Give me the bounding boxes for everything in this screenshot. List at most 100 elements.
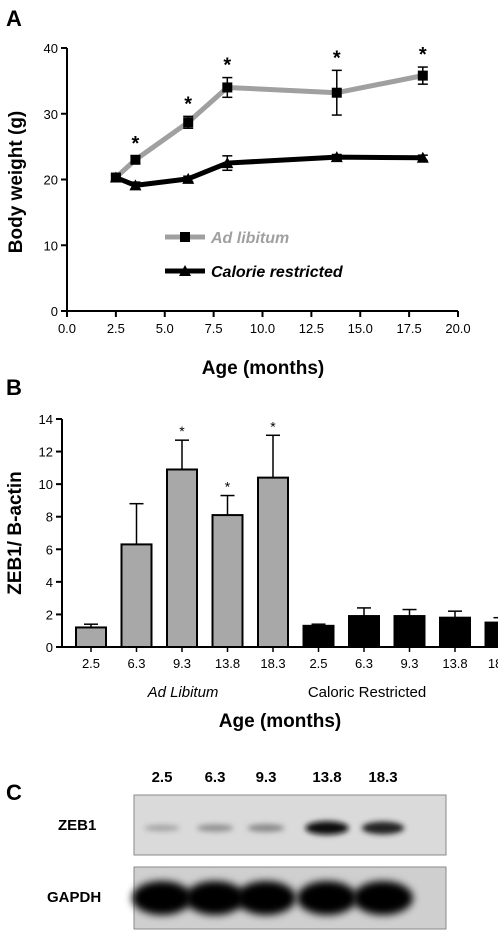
panel-b-bars-layer: * * * [75,418,498,649]
bar-ad-libitum [75,626,107,649]
blot-band-zeb1 [247,824,285,832]
blot-band-gapdh [353,881,413,915]
panel-b-x-tick-label: 13.8 [442,656,467,671]
data-point-calorie-restricted [221,157,234,169]
panel-b-x-tick-label: 2.5 [82,656,100,671]
panel-b-letter: B [6,375,22,400]
panel-b-x-tick-label: 18.3 [488,656,498,671]
data-point-ad-libitum [130,154,141,165]
panel-a-y-tick-label: 40 [44,41,58,56]
blot-band-zeb1 [361,821,405,835]
bar-caloric-restricted [348,615,380,648]
bar-caloric-restricted [484,621,498,648]
bar-ad-libitum [257,476,289,648]
panel-a-letter: A [6,6,22,31]
significance-marker: * [223,55,231,77]
legend-marker-ad-libitum [180,232,190,242]
panel-b-x-axis-title: Age (months) [219,711,341,732]
legend-label-ad-libitum: Ad libitum [210,230,289,247]
significance-marker: * [179,423,185,439]
panel-a-series-layer: * * * * * [109,44,429,191]
blot-lane-label: 18.3 [368,769,397,786]
data-point-ad-libitum [331,87,342,98]
panel-b-bar-chart: B ZEB1/ B-actin 0 2 4 6 8 10 12 14 2.5 6.3 9.3 13.8… [5,375,498,732]
panel-a-x-tick-label: 5.0 [156,321,174,336]
blot-band-gapdh [297,881,357,915]
bar-caloric-restricted [393,615,426,648]
panel-b-y-tick-label: 2 [46,607,53,622]
panel-a-x-axis-title: Age (months) [202,358,324,379]
panel-b-y-tick-label: 14 [39,412,53,427]
panel-b-x-tick-label: 9.3 [173,656,191,671]
panel-a-y-tick-label: 30 [44,107,58,122]
panel-a-y-axis-title: Body weight (g) [6,111,27,253]
blot-lane-label: 9.3 [256,769,277,786]
significance-marker: * [132,133,140,155]
blot-band-zeb1 [144,824,180,832]
panel-b-x-tick-label: 2.5 [309,656,327,671]
panel-b-x-tick-label: 6.3 [355,656,373,671]
blot-band-gapdh [236,881,296,915]
data-point-calorie-restricted [182,172,195,184]
data-point-ad-libitum [183,117,194,128]
bar-caloric-restricted [439,616,471,649]
legend-label-calorie-restricted: Calorie restricted [211,264,344,281]
panel-b-y-axis-title: ZEB1/ B-actin [5,471,26,595]
panel-b-x-tick-label: 9.3 [400,656,418,671]
bar-caloric-restricted [302,624,335,648]
blot-lane-labels: 2.5 6.3 9.3 13.8 18.3 [152,769,398,786]
panel-a-y-tick-label: 20 [44,173,58,188]
panel-a-y-tick-label: 0 [51,304,58,319]
data-point-calorie-restricted [129,179,142,191]
group-label-caloric-restricted: Caloric Restricted [308,684,426,701]
panel-b-x-tick-label: 18.3 [260,656,285,671]
data-point-ad-libitum [222,82,233,93]
panel-a-x-tick-label: 2.5 [107,321,125,336]
data-point-calorie-restricted [416,151,429,163]
panel-a-x-tick-label: 12.5 [299,321,324,336]
blot-lane-label: 2.5 [152,769,173,786]
blot-band-zeb1 [305,821,349,835]
panel-a-line-chart: A Body weight (g) Age (months) 0 10 20 30 40… [6,6,471,379]
panel-b-y-tick-label: 4 [46,575,53,590]
bar-ad-libitum [166,468,198,648]
panel-a-x-tick-label: 15.0 [348,321,373,336]
blot-band-zeb1 [196,824,234,832]
panel-c-western-blot: C 2.5 6.3 9.3 13.8 18.3 ZEB1 GAPDH [6,769,447,930]
legend-marker-calorie-restricted [179,265,191,276]
panel-a-x-tick-label: 10.0 [250,321,275,336]
panel-b-y-tick-label: 6 [46,542,53,557]
panel-c-letter: C [6,780,22,805]
panel-b-y-tick-label: 0 [46,640,53,655]
bar-ad-libitum [120,543,153,649]
data-point-ad-libitum [417,70,428,81]
panel-a-x-tick-label: 0.0 [58,321,76,336]
significance-marker: * [419,44,427,66]
significance-marker: * [225,479,231,495]
significance-marker: * [270,418,276,434]
group-label-ad-libitum: Ad Libitum [147,684,219,701]
blot-row-label-zeb1: ZEB1 [58,817,96,834]
panel-a-x-tick-label: 20.0 [445,321,470,336]
panel-a-x-tick-label: 17.5 [396,321,421,336]
blot-band-gapdh [132,881,192,915]
panel-b-x-tick-label: 6.3 [127,656,145,671]
bar-ad-libitum [211,514,244,648]
blot-lane-label: 6.3 [205,769,226,786]
data-point-calorie-restricted [109,171,122,183]
significance-marker: * [184,93,192,115]
panel-b-y-tick-label: 8 [46,510,53,525]
series-line-calorie-restricted [114,154,423,188]
blot-row-label-gapdh: GAPDH [47,889,101,906]
panel-b-y-tick-label: 10 [39,477,53,492]
blot-band-gapdh [185,881,245,915]
panel-a-x-tick-label: 7.5 [205,321,223,336]
panel-b-y-tick-label: 12 [39,445,53,460]
panel-b-x-tick-label: 13.8 [215,656,240,671]
significance-marker: * [333,47,341,69]
data-point-calorie-restricted [330,151,343,163]
panel-a-axes: 0 10 20 30 40 0.0 2.5 5.0 7.5 10.0 12.5 15.0 17.5 20.… [44,41,471,336]
panel-a-y-tick-label: 10 [44,238,58,253]
blot-lane-label: 13.8 [312,769,341,786]
